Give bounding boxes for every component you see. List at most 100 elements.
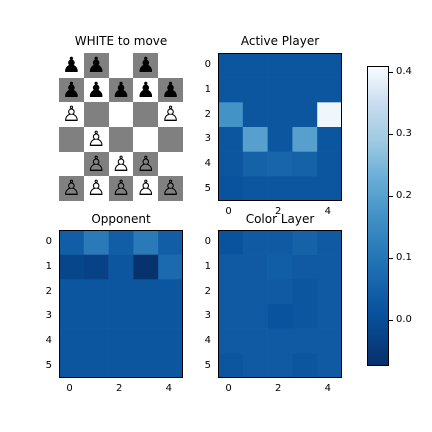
heatmap-cell	[108, 304, 134, 329]
heatmap-cell	[83, 304, 109, 329]
white-pawn-icon: ♙	[136, 176, 156, 201]
heatmap-cell	[292, 127, 318, 152]
y-tick-label: 5	[45, 359, 52, 371]
y-tick-label: 4	[204, 335, 211, 346]
heatmap-cell	[242, 102, 268, 128]
white-pawn-icon: ♙	[61, 176, 81, 201]
board-square	[158, 176, 183, 201]
heatmap-cell	[83, 254, 109, 280]
board-square	[59, 102, 84, 127]
black-pawn-icon: ♟	[111, 77, 131, 102]
board-square	[108, 53, 134, 78]
board-title: WHITE to move	[74, 34, 168, 48]
board-square	[158, 53, 183, 78]
heatmap-cell	[292, 254, 318, 280]
board-square	[158, 102, 183, 127]
board-square	[59, 151, 84, 177]
heatmap-cell	[267, 328, 293, 354]
heatmap-cell	[218, 53, 244, 78]
colorbar-tick-mark	[389, 134, 393, 136]
heatmap-cell	[108, 353, 134, 378]
heatmap-cell	[83, 328, 109, 354]
board-square	[108, 77, 134, 103]
board-square	[108, 176, 134, 201]
black-pawn-icon: ♟	[161, 77, 180, 102]
x-tick-label: 4	[165, 383, 172, 394]
heatmap-cell	[218, 230, 244, 255]
black-pawn-icon: ♟	[61, 77, 81, 102]
color-layer-heatmap	[218, 230, 342, 378]
heatmap-cell	[158, 304, 183, 329]
heatmap-cell	[242, 53, 268, 78]
heatmap-cell	[59, 328, 85, 354]
colorbar-tick-label: 0.1	[396, 251, 412, 263]
heatmap-cell	[242, 176, 268, 201]
x-tick-label: 0	[66, 383, 73, 394]
board-square	[83, 77, 109, 103]
heatmap-cell	[218, 254, 244, 280]
white-pawn-icon: ♙	[136, 151, 156, 176]
opponent-title: Opponent	[91, 212, 151, 226]
heatmap-cell	[317, 353, 342, 378]
heatmap-cell	[317, 279, 342, 305]
heatmap-cell	[59, 230, 85, 255]
heatmap-cell	[292, 230, 318, 255]
heatmap-cell	[59, 304, 85, 329]
y-tick-label: 1	[45, 261, 52, 272]
heatmap-cell	[267, 254, 293, 280]
heatmap-cell	[218, 176, 244, 201]
y-tick-label: 0	[204, 59, 211, 71]
board-square	[83, 176, 109, 201]
heatmap-cell	[158, 328, 183, 354]
heatmap-frame	[218, 230, 342, 378]
colorbar-tick-label: 0.2	[396, 189, 412, 201]
x-tick-label: 0	[225, 206, 232, 217]
heatmap-cell	[108, 254, 134, 280]
heatmap-cell	[218, 279, 244, 305]
heatmap-cell	[242, 328, 268, 354]
y-tick-label: 1	[204, 261, 211, 272]
heatmap-cell	[292, 353, 318, 378]
black-pawn-icon: ♟	[86, 53, 106, 77]
heatmap-cell	[108, 328, 134, 354]
heatmap-cell	[242, 304, 268, 329]
heatmap-cell	[133, 304, 159, 329]
colorbar-tick-mark	[389, 319, 393, 321]
board-square	[133, 176, 159, 201]
board-square	[158, 151, 183, 177]
heatmap-cell	[317, 77, 342, 103]
heatmap-cell	[59, 353, 85, 378]
heatmap-cell	[317, 176, 342, 201]
board-square	[59, 176, 84, 201]
white-pawn-icon: ♙	[161, 176, 180, 201]
y-tick-label: 0	[204, 236, 211, 248]
heatmap-cell	[59, 254, 85, 280]
board-square	[83, 102, 109, 127]
black-pawn-icon: ♟	[136, 53, 156, 77]
heatmap-cell	[267, 53, 293, 78]
board-square	[59, 53, 84, 78]
heatmap-cell	[108, 230, 134, 255]
heatmap-cell	[158, 230, 183, 255]
heatmap-cell	[242, 279, 268, 305]
heatmap-cell	[158, 254, 183, 280]
heatmap-frame	[59, 230, 183, 378]
heatmap-cell	[242, 151, 268, 177]
heatmap-cell	[133, 279, 159, 305]
heatmap-cell	[218, 304, 244, 329]
y-tick-label: 0	[45, 236, 52, 248]
board-square	[158, 77, 183, 103]
heatmap-cell	[133, 353, 159, 378]
heatmap-cell	[133, 254, 159, 280]
heatmap-cell	[317, 53, 342, 78]
heatmap-cell	[267, 230, 293, 255]
y-tick-label: 4	[204, 158, 211, 169]
x-tick-label: 2	[116, 383, 123, 394]
heatmap-cell	[83, 279, 109, 305]
white-pawn-icon: ♙	[161, 102, 180, 127]
heatmap-cell	[218, 77, 244, 103]
heatmap-cell	[267, 77, 293, 103]
chess-board: ♟ ♟ ♟ ♟ ♟ ♟ ♟ ♟ ♙ ♙ ♙ ♙ ♙ ♙ ♙ ♙ ♙ ♙ ♙	[59, 53, 183, 201]
heatmap-cell	[218, 102, 244, 128]
white-pawn-icon: ♙	[111, 176, 131, 201]
